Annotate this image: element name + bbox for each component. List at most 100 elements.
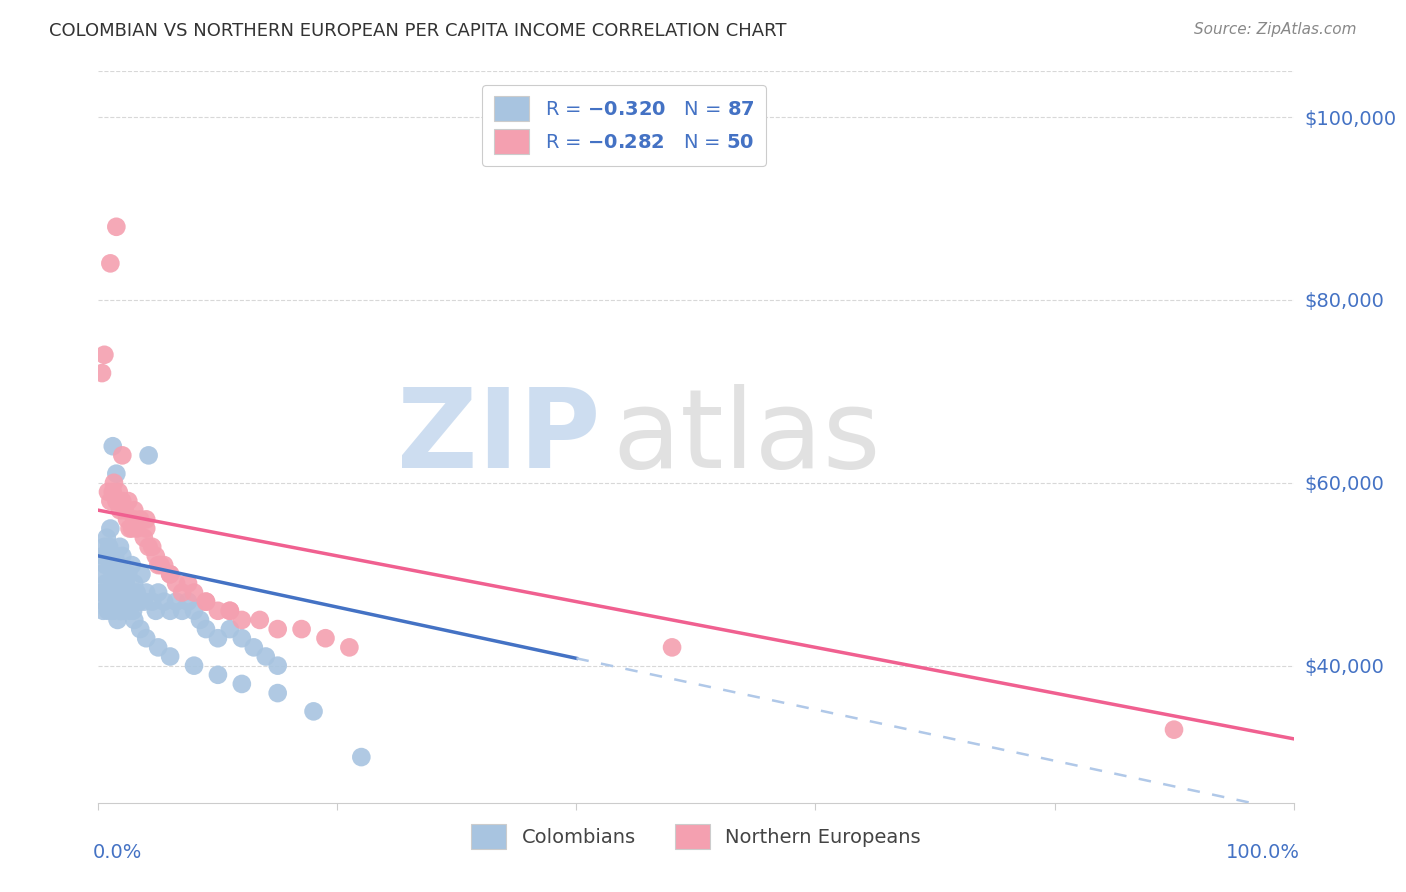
Point — [111, 448, 134, 462]
Point — [231, 677, 253, 691]
Point — [90, 567, 112, 582]
Point — [93, 348, 115, 362]
Point — [101, 567, 124, 582]
Legend: Colombians, Northern Europeans: Colombians, Northern Europeans — [461, 814, 931, 859]
Point — [93, 540, 115, 554]
Point — [105, 467, 128, 481]
Point — [98, 521, 122, 535]
Point — [135, 512, 157, 526]
Point — [149, 558, 172, 573]
Point — [207, 604, 229, 618]
Point — [98, 585, 122, 599]
Point — [141, 594, 163, 608]
Point — [117, 567, 139, 582]
Point — [107, 613, 129, 627]
Point — [103, 567, 125, 582]
Point — [131, 567, 153, 582]
Point — [96, 531, 118, 545]
Point — [207, 632, 229, 646]
Point — [148, 558, 170, 573]
Point — [145, 549, 167, 563]
Point — [103, 604, 125, 618]
Point — [339, 640, 361, 655]
Point — [172, 604, 194, 618]
Point — [108, 604, 131, 618]
Point — [111, 549, 134, 563]
Point — [124, 512, 146, 526]
Point — [104, 594, 127, 608]
Point — [183, 658, 205, 673]
Point — [138, 540, 160, 554]
Point — [115, 594, 138, 608]
Point — [105, 494, 128, 508]
Point — [121, 521, 143, 535]
Point — [129, 622, 152, 636]
Point — [125, 585, 148, 599]
Point — [97, 549, 120, 563]
Point — [124, 576, 146, 591]
Point — [231, 613, 253, 627]
Point — [112, 594, 135, 608]
Point — [122, 604, 145, 618]
Point — [91, 549, 114, 563]
Point — [107, 484, 129, 499]
Point — [112, 567, 135, 582]
Point — [159, 604, 181, 618]
Text: 100.0%: 100.0% — [1226, 843, 1299, 862]
Point — [96, 585, 118, 599]
Point — [115, 512, 138, 526]
Point — [195, 594, 218, 608]
Point — [111, 604, 134, 618]
Point — [118, 585, 141, 599]
Point — [100, 604, 122, 618]
Point — [315, 632, 337, 646]
Point — [219, 604, 242, 618]
Point — [101, 439, 124, 453]
Point — [219, 622, 242, 636]
Point — [118, 521, 141, 535]
Point — [91, 604, 114, 618]
Point — [115, 576, 138, 591]
Point — [195, 622, 218, 636]
Text: 0.0%: 0.0% — [93, 843, 142, 862]
Text: COLOMBIAN VS NORTHERN EUROPEAN PER CAPITA INCOME CORRELATION CHART: COLOMBIAN VS NORTHERN EUROPEAN PER CAPIT… — [49, 22, 787, 40]
Point — [120, 594, 142, 608]
Text: Source: ZipAtlas.com: Source: ZipAtlas.com — [1194, 22, 1357, 37]
Point — [105, 585, 128, 599]
Point — [153, 594, 176, 608]
Point — [103, 475, 125, 490]
Point — [350, 750, 373, 764]
Point — [141, 540, 163, 554]
Point — [98, 540, 121, 554]
Point — [101, 576, 124, 591]
Point — [302, 705, 325, 719]
Point — [124, 503, 146, 517]
Point — [105, 219, 128, 234]
Point — [172, 585, 194, 599]
Point — [207, 667, 229, 681]
Point — [267, 658, 290, 673]
Point — [129, 512, 152, 526]
Point — [97, 484, 120, 499]
Point — [107, 567, 129, 582]
Point — [110, 594, 132, 608]
Point — [114, 594, 136, 608]
Point — [183, 585, 205, 599]
Point — [177, 576, 200, 591]
Point — [111, 494, 134, 508]
Point — [132, 531, 155, 545]
Point — [93, 594, 115, 608]
Point — [124, 613, 146, 627]
Point — [159, 567, 181, 582]
Point — [135, 632, 157, 646]
Point — [159, 567, 181, 582]
Point — [135, 521, 157, 535]
Point — [114, 585, 136, 599]
Point — [94, 558, 117, 573]
Point — [249, 613, 271, 627]
Point — [97, 604, 120, 618]
Point — [254, 649, 277, 664]
Point — [108, 503, 131, 517]
Point — [128, 594, 150, 608]
Point — [291, 622, 314, 636]
